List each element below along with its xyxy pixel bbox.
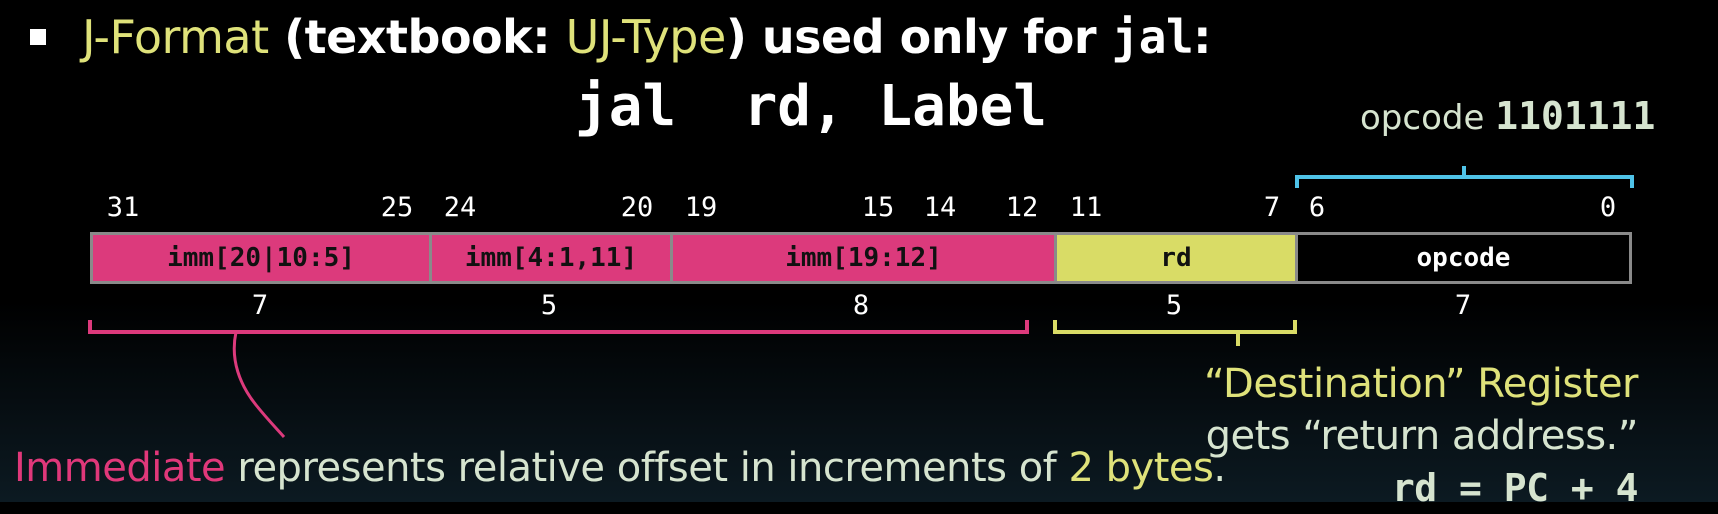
immediate-note: Immediate represents relative offset in …: [14, 445, 1226, 491]
immediate-note-period: .: [1213, 445, 1226, 491]
return-address-label: gets “return address.”: [1205, 413, 1639, 459]
title-j-format: J-Format: [82, 10, 269, 64]
immediate-bracket: [88, 320, 1029, 334]
field-width: 7: [251, 290, 269, 321]
immediate-pointer-line: [232, 331, 286, 438]
title-jal: jal: [1111, 10, 1194, 64]
two-bytes: 2 bytes: [1068, 445, 1214, 491]
field-imm-4-1-11: imm[4:1,11]: [432, 235, 673, 281]
bit-number: 19: [684, 192, 718, 223]
bracket-annotations: [88, 166, 1634, 438]
bit-number: 7: [1263, 192, 1281, 223]
bit-number: 15: [861, 192, 895, 223]
instruction-format-fields: imm[20|10:5] imm[4:1,11] imm[19:12] rd o…: [90, 232, 1632, 284]
field-width: 8: [852, 290, 870, 321]
field-width: 7: [1454, 290, 1472, 321]
bit-number: 0: [1599, 192, 1617, 223]
immediate-note-text: represents relative offset in increments…: [225, 445, 1069, 491]
bit-number: 31: [106, 192, 140, 223]
opcode-label-value: 1101111: [1495, 94, 1656, 138]
opcode-label-text: opcode: [1360, 98, 1496, 138]
field-width: 5: [540, 290, 558, 321]
destination-register-label: “Destination” Register: [1204, 361, 1638, 407]
field-rd: rd: [1057, 235, 1298, 281]
field-imm-19-12: imm[19:12]: [673, 235, 1057, 281]
bit-number: 20: [620, 192, 654, 223]
title-textbook: (textbook:: [268, 10, 566, 64]
destination-note: “Destination” Register gets “return addr…: [1204, 358, 1638, 514]
bit-number: 11: [1069, 192, 1103, 223]
rd-bracket: [1053, 320, 1297, 346]
field-opcode: opcode: [1298, 235, 1629, 281]
bit-number: 14: [923, 192, 957, 223]
bit-number: 12: [1005, 192, 1039, 223]
immediate-word: Immediate: [14, 445, 226, 491]
opcode-label: opcode 1101111: [1360, 94, 1655, 138]
instruction-syntax: jal rd, Label: [575, 74, 1048, 139]
bit-number: 24: [443, 192, 477, 223]
field-width: 5: [1165, 290, 1183, 321]
title-uj-type: UJ-Type: [565, 10, 727, 64]
bullet-icon: [30, 28, 46, 45]
field-imm-20-10-5: imm[20|10:5]: [93, 235, 432, 281]
opcode-bracket: [1295, 166, 1634, 188]
title-colon: :: [1193, 10, 1212, 64]
rd-equals-pc-plus-4: rd = PC + 4: [1391, 466, 1639, 510]
slide-title: J-Format (textbook: UJ-Type) used only f…: [30, 10, 1212, 64]
bit-number: 6: [1308, 192, 1326, 223]
title-used-only: ) used only for: [725, 10, 1112, 64]
bit-number: 25: [380, 192, 414, 223]
